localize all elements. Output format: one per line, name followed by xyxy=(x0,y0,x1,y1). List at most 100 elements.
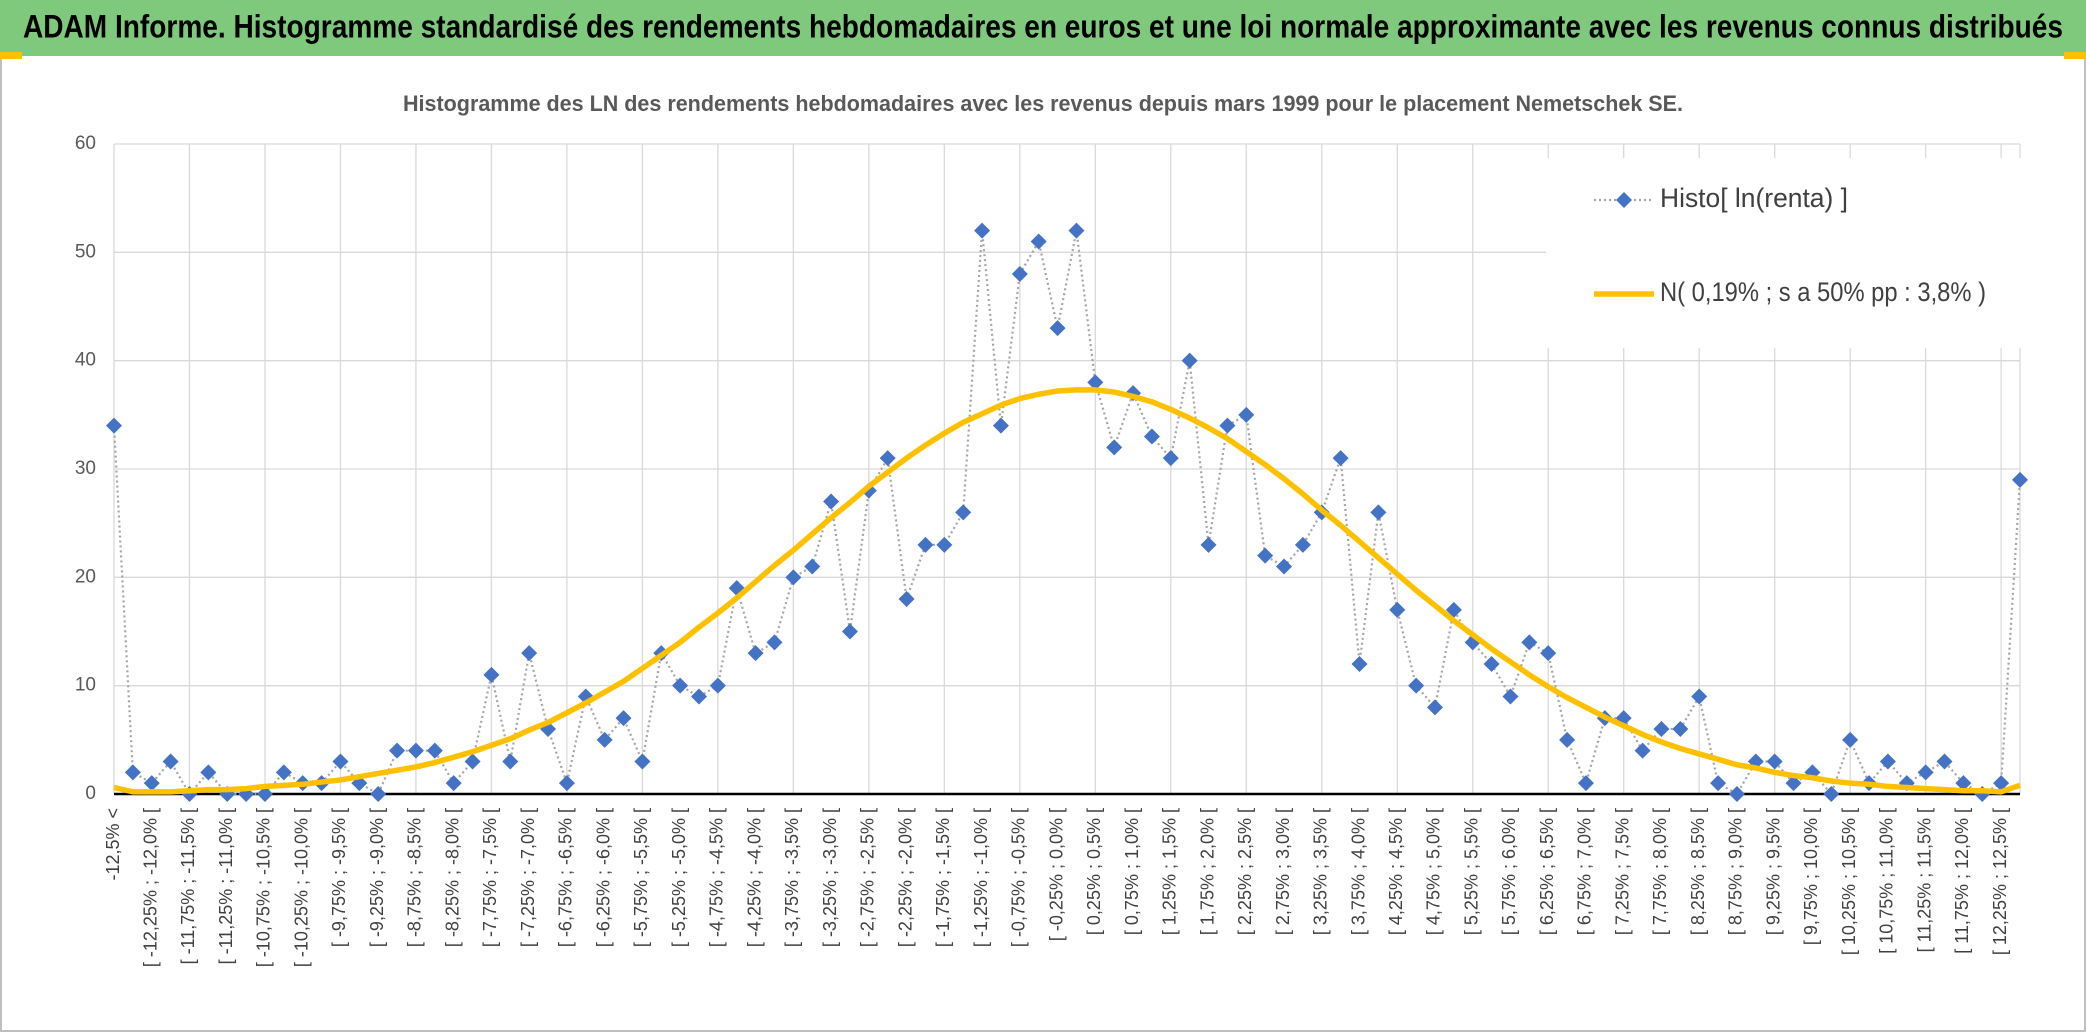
data-point xyxy=(672,677,689,694)
data-point xyxy=(804,558,821,575)
data-point xyxy=(766,634,783,651)
x-tick-label: [ -7,25% ; -7,0% [ xyxy=(518,808,538,947)
x-tick-label: [ -4,75% ; -4,5% [ xyxy=(707,808,727,947)
data-point xyxy=(483,666,500,683)
header-bar xyxy=(0,0,2086,56)
chart-title: Histogramme des LN des rendements hebdom… xyxy=(403,91,1683,116)
data-point xyxy=(256,786,273,802)
data-point xyxy=(1879,753,1896,770)
x-tick-label: [ -4,25% ; -4,0% [ xyxy=(744,808,764,947)
data-point xyxy=(1370,504,1387,521)
data-point xyxy=(955,504,972,521)
x-tick-label: [ 9,25% ; 9,5% [ xyxy=(1763,808,1783,935)
data-point xyxy=(407,742,424,759)
data-point xyxy=(1332,450,1349,467)
x-tick-label: [ -9,25% ; -9,0% [ xyxy=(367,808,387,947)
data-point xyxy=(709,677,726,694)
legend-label: N( 0,19% ; s a 50% pp : 3,8% ) xyxy=(1660,277,1986,307)
x-tick-label: [ 2,25% ; 2,5% [ xyxy=(1235,808,1255,935)
x-tick-label: [ 7,25% ; 7,5% [ xyxy=(1612,808,1632,935)
x-tick-label: [ 1,25% ; 1,5% [ xyxy=(1160,808,1180,935)
x-tick-label: [ 8,25% ; 8,5% [ xyxy=(1688,808,1708,935)
x-tick-label: [ -10,75% ; -10,5% [ xyxy=(254,808,274,967)
data-point xyxy=(841,623,858,640)
x-tick-label: [ -5,75% ; -5,5% [ xyxy=(631,808,651,947)
data-point xyxy=(1559,731,1576,748)
y-tick-label: 20 xyxy=(75,566,96,587)
data-point xyxy=(1672,721,1689,737)
data-point xyxy=(162,753,179,770)
data-point xyxy=(1540,645,1557,662)
data-point xyxy=(1219,417,1236,434)
x-tick-label: [ 11,75% ; 12,0% [ xyxy=(1952,808,1972,954)
data-point xyxy=(1181,352,1198,369)
data-point xyxy=(275,764,292,781)
x-tick-label: [ 7,75% ; 8,0% [ xyxy=(1650,808,1670,935)
data-point xyxy=(1634,742,1651,759)
data-point xyxy=(1823,786,1840,802)
data-point xyxy=(992,417,1009,434)
x-tick-label: [ 5,75% ; 6,0% [ xyxy=(1499,808,1519,935)
data-point xyxy=(1993,775,2010,792)
data-point xyxy=(785,569,802,586)
legend-marker xyxy=(1616,192,1632,208)
data-point xyxy=(124,764,141,781)
x-tick-label: [ 6,25% ; 6,5% [ xyxy=(1537,808,1557,935)
y-tick-label: 50 xyxy=(75,241,96,262)
data-point xyxy=(1238,406,1255,423)
legend-label: Histo[ ln(renta) ] xyxy=(1660,183,1848,213)
data-point xyxy=(747,645,764,662)
data-point xyxy=(558,775,575,792)
data-point xyxy=(502,753,519,770)
y-tick-label: 60 xyxy=(75,133,96,154)
x-tick-label: [ 10,25% ; 10,5% [ xyxy=(1839,808,1859,955)
data-point xyxy=(691,688,708,705)
y-tick-label: 30 xyxy=(75,458,96,479)
x-tick-label: [ -0,75% ; -0,5% [ xyxy=(1009,808,1029,947)
x-tick-label: [ 3,25% ; 3,5% [ xyxy=(1311,808,1331,935)
data-point xyxy=(1294,536,1311,553)
x-tick-label: [ -3,75% ; -3,5% [ xyxy=(782,808,802,947)
x-tick-label: [ -1,75% ; -1,5% [ xyxy=(933,808,953,947)
data-point xyxy=(1955,775,1972,792)
data-point xyxy=(898,591,915,607)
header-title: ADAM Informe. Histogramme standardisé de… xyxy=(23,8,2063,44)
data-point xyxy=(1710,775,1727,792)
x-tick-label: [ 0,75% ; 1,0% [ xyxy=(1122,808,1142,935)
data-point xyxy=(936,536,953,553)
x-tick-label: [ 1,75% ; 2,0% [ xyxy=(1197,808,1217,935)
x-tick-label: [ 4,25% ; 4,5% [ xyxy=(1386,808,1406,935)
data-point xyxy=(974,222,991,239)
data-point xyxy=(823,493,840,510)
data-point xyxy=(1276,558,1293,575)
data-point xyxy=(1351,656,1368,672)
series-line xyxy=(113,387,2021,795)
data-point xyxy=(1785,775,1802,792)
data-point xyxy=(332,753,349,770)
header-tab xyxy=(0,52,22,59)
data-point xyxy=(1200,536,1217,553)
x-tick-label: [ -3,25% ; -3,0% [ xyxy=(820,808,840,947)
data-point xyxy=(1766,753,1783,770)
data-point xyxy=(1068,222,1085,239)
x-tick-label: [ 5,25% ; 5,5% [ xyxy=(1461,808,1481,935)
data-point xyxy=(1936,753,1953,770)
data-point xyxy=(521,645,538,662)
data-point xyxy=(1087,374,1104,391)
x-tick-label: [ -0,25% ; 0,0% [ xyxy=(1046,808,1066,941)
data-point xyxy=(1030,233,1047,250)
data-point xyxy=(143,775,160,792)
x-tick-label: [ 9,75% ; 10,0% [ xyxy=(1801,808,1821,945)
x-tick-label: [ -2,25% ; -2,0% [ xyxy=(895,808,915,947)
x-tick-label: [ -6,25% ; -6,0% [ xyxy=(593,808,613,947)
data-point xyxy=(1577,775,1594,792)
x-tick-label: [ 2,75% ; 3,0% [ xyxy=(1273,808,1293,935)
x-tick-label: [ -1,25% ; -1,0% [ xyxy=(971,808,991,947)
y-tick-label: 0 xyxy=(85,783,96,804)
data-point xyxy=(1502,688,1519,705)
x-tick-label: [ -6,75% ; -6,5% [ xyxy=(556,808,576,947)
data-point xyxy=(1106,439,1123,456)
legend-box xyxy=(1546,158,2066,348)
data-point xyxy=(1483,656,1500,672)
x-tick-label: [ 3,75% ; 4,0% [ xyxy=(1348,808,1368,935)
